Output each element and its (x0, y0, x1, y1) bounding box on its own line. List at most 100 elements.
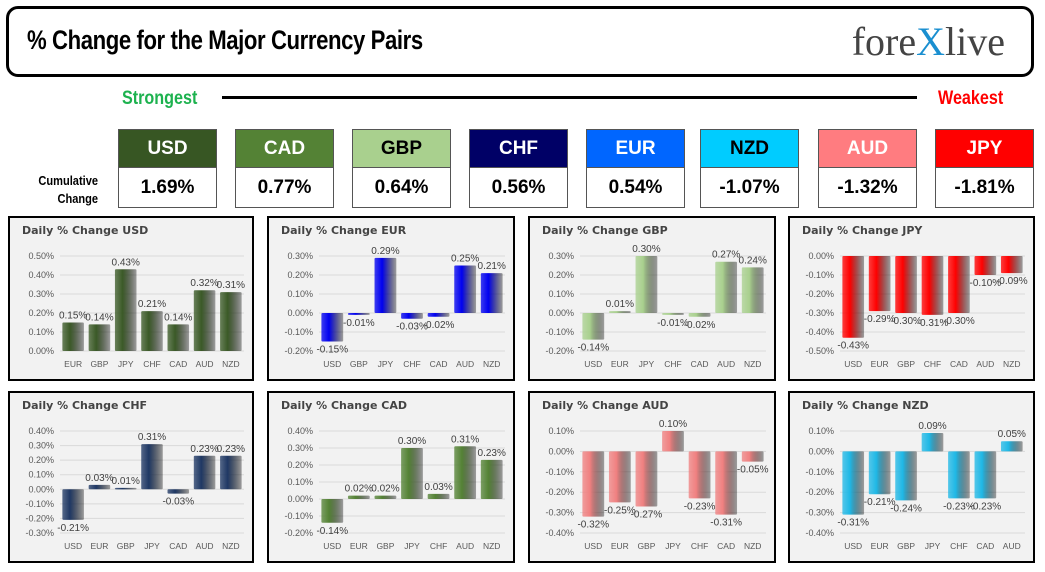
forexlive-logo: foreXlive (851, 19, 1005, 64)
data-label: 0.27% (712, 250, 740, 261)
x-tick-label: EUR (871, 359, 889, 369)
y-tick-label: -0.10% (545, 467, 574, 477)
data-label: -0.31% (710, 518, 742, 529)
y-tick-label: 0.20% (548, 270, 574, 280)
x-tick-label: GBP (376, 541, 394, 551)
chart-svg: Daily % Change NZD -0.40% -0.30% -0.20% -0.1… (802, 399, 1026, 551)
currency-name: AUD (819, 130, 916, 168)
data-label: -0.03% (162, 497, 194, 508)
data-label: 0.29% (371, 246, 399, 257)
data-label: 0.14% (85, 312, 113, 323)
strongest-label: Strongest (122, 88, 198, 109)
bar-cad (715, 451, 738, 515)
x-tick-label: JPY (639, 359, 655, 369)
currency-box-aud: AUD -1.32% (818, 129, 917, 208)
y-tick-label: 0.30% (28, 289, 54, 299)
data-label: -0.02% (684, 320, 716, 331)
x-tick-label: AUD (456, 359, 474, 369)
page-title: % Change for the Major Currency Pairs (27, 25, 423, 55)
data-label: 0.23% (217, 444, 245, 455)
bar-nzd (480, 273, 503, 313)
x-tick-label: CAD (691, 359, 709, 369)
data-label: -0.05% (737, 465, 769, 476)
data-label: -0.32% (577, 520, 609, 531)
x-tick-label: CHF (950, 541, 967, 551)
cumulative-value: 1.69% (119, 168, 216, 207)
y-tick-label: 0.00% (548, 446, 574, 456)
chart-eur: Daily % Change EUR -0.20% -0.10% 0.00% 0.10%… (267, 216, 515, 381)
data-label: -0.15% (316, 345, 348, 356)
currency-box-usd: USD 1.69% (118, 129, 217, 208)
y-tick-label: 0.20% (287, 460, 313, 470)
bar-jpy (374, 257, 397, 313)
cumulative-label-line1: Cumulative (38, 173, 98, 188)
bar-aud (193, 290, 216, 351)
bar-nzd (741, 451, 764, 462)
data-label: -0.23% (684, 501, 716, 512)
data-label: -0.23% (970, 501, 1002, 512)
x-tick-label: USD (323, 359, 341, 369)
y-tick-label: -0.40% (545, 528, 574, 538)
data-label: -0.21% (57, 523, 89, 534)
bar-nzd (220, 455, 242, 490)
bar-cad (688, 313, 711, 317)
bar-jpy (635, 256, 658, 313)
bar-nzd (1000, 256, 1023, 274)
bar-eur (868, 256, 891, 312)
currency-box-cad: CAD 0.77% (235, 129, 334, 208)
bar-chf (662, 313, 684, 315)
data-label: -0.30% (890, 316, 922, 327)
data-label: 0.30% (398, 436, 426, 447)
data-label: -0.21% (864, 497, 896, 508)
x-tick-label: CHF (430, 541, 447, 551)
y-tick-label: -0.40% (805, 528, 834, 538)
bar-chf (948, 451, 970, 499)
x-tick-label: CAD (430, 359, 448, 369)
chart-cad: Daily % Change CAD -0.20% -0.10% 0.00% 0.10%… (267, 391, 515, 563)
x-tick-label: GBP (897, 541, 915, 551)
bar-gbp (88, 324, 111, 351)
chart-usd: Daily % Change USD 0.00% 0.10% 0.20% 0.30% 0.… (8, 216, 254, 381)
x-tick-label: CHF (691, 541, 708, 551)
data-label: -0.14% (316, 526, 348, 537)
bar-aud (974, 256, 997, 275)
cumulative-value: -1.32% (819, 168, 916, 207)
x-tick-label: USD (584, 359, 602, 369)
bar-eur (62, 322, 84, 351)
data-label: 0.21% (478, 261, 506, 272)
currency-box-nzd: NZD -1.07% (700, 129, 799, 208)
y-tick-label: 0.40% (28, 426, 54, 436)
x-tick-label: NZD (222, 359, 239, 369)
data-label: 0.14% (164, 312, 192, 323)
cumulative-value: 0.54% (587, 168, 684, 207)
bar-aud (1000, 441, 1023, 452)
x-tick-label: EUR (350, 541, 368, 551)
data-label: 0.24% (739, 255, 767, 266)
chart-nzd: Daily % Change NZD -0.40% -0.30% -0.20% -0.1… (788, 391, 1035, 563)
currency-name: USD (119, 130, 216, 168)
data-label: -0.29% (864, 314, 896, 325)
data-label: 0.10% (659, 419, 687, 430)
y-tick-label: 0.40% (28, 270, 54, 280)
y-tick-label: -0.20% (284, 528, 313, 538)
data-label: 0.02% (371, 484, 399, 495)
currency-name: GBP (353, 130, 450, 168)
x-tick-label: CAD (169, 541, 187, 551)
data-label: 0.05% (998, 429, 1026, 440)
y-tick-label: -0.10% (805, 467, 834, 477)
y-tick-label: 0.40% (287, 426, 313, 436)
x-tick-label: CAD (976, 541, 994, 551)
x-tick-label: JPY (665, 541, 681, 551)
y-tick-label: -0.30% (805, 308, 834, 318)
data-label: -0.03% (396, 322, 428, 333)
y-tick-label: 0.10% (548, 289, 574, 299)
y-tick-label: -0.30% (25, 528, 54, 538)
data-label: 0.21% (138, 299, 166, 310)
cumulative-value: 0.64% (353, 168, 450, 207)
chart-chf: Daily % Change CHF -0.30% -0.20% -0.10% 0.00… (8, 391, 254, 563)
chart-title: Daily % Change AUD (542, 399, 669, 412)
bar-usd (842, 451, 865, 515)
data-label: 0.03% (85, 473, 113, 484)
data-label: 0.30% (632, 244, 660, 255)
bar-jpy (921, 433, 944, 452)
